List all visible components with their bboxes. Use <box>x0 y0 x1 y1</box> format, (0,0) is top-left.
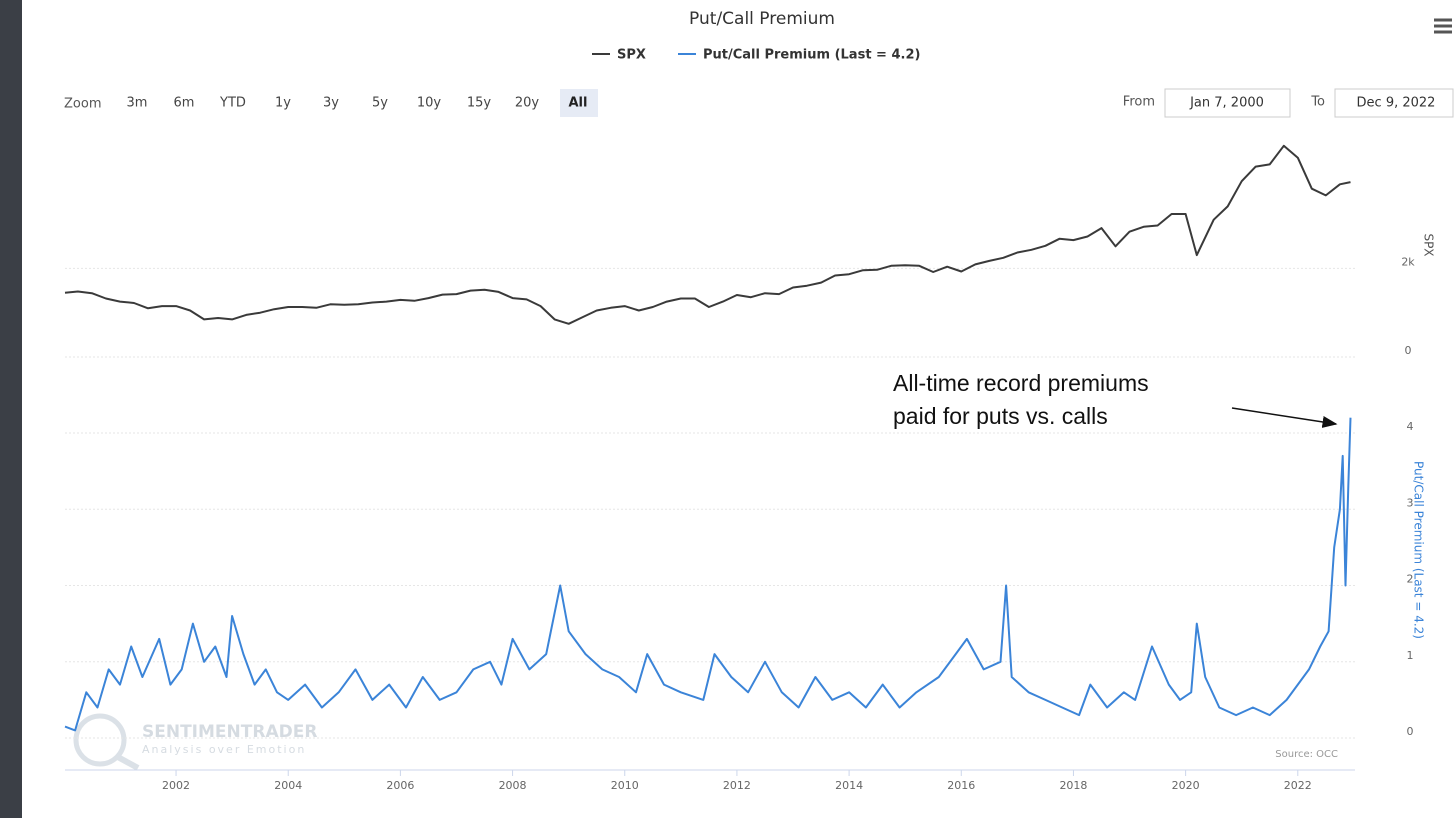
y-tick-label: 2k <box>1401 255 1415 268</box>
x-tick-label: 2004 <box>274 779 302 792</box>
y-tick-label: 1 <box>1407 649 1414 662</box>
to-label: To <box>1310 95 1325 110</box>
y-tick-label: 2 <box>1407 573 1414 586</box>
zoom-button[interactable]: 1y <box>275 96 291 111</box>
menu-icon[interactable] <box>1434 18 1452 34</box>
y-tick-label: 4 <box>1407 420 1414 433</box>
y-tick-label: 0 <box>1405 344 1412 357</box>
from-label: From <box>1123 95 1155 110</box>
zoom-button[interactable]: 15y <box>467 96 492 111</box>
watermark-tagline: Analysis over Emotion <box>142 743 306 756</box>
zoom-label: Zoom <box>64 97 101 112</box>
x-tick-label: 2002 <box>162 779 190 792</box>
zoom-button[interactable]: 3y <box>323 96 339 111</box>
zoom-active-bg <box>560 89 598 117</box>
annotation-line: paid for puts vs. calls <box>893 403 1108 429</box>
y-axis-title: Put/Call Premium (Last = 4.2) <box>1412 461 1426 639</box>
to-input[interactable] <box>1334 88 1454 118</box>
watermark-logo <box>114 753 140 771</box>
series-line <box>64 417 1352 732</box>
legend-label: Put/Call Premium (Last = 4.2) <box>703 48 920 63</box>
watermark: SENTIMENTRADER Analysis over Emotion <box>73 713 317 771</box>
zoom-button[interactable]: YTD <box>219 96 246 111</box>
source: Source: OCC <box>1275 749 1338 760</box>
watermark-logo <box>73 713 127 767</box>
window-edge <box>0 0 22 818</box>
x-tick-label: 2006 <box>386 779 414 792</box>
zoom-button[interactable]: All <box>569 96 588 111</box>
y-axis-title: SPX <box>1422 233 1436 256</box>
x-tick-label: 2014 <box>835 779 863 792</box>
legend-label: SPX <box>617 48 646 63</box>
x-tick-label: 2022 <box>1284 779 1312 792</box>
x-tick-label: 2012 <box>723 779 751 792</box>
watermark-name: SENTIMENTRADER <box>142 722 317 742</box>
x-tick-label: 2008 <box>499 779 527 792</box>
annotation-arrow <box>1231 407 1338 428</box>
y-tick-label: 3 <box>1407 496 1414 509</box>
x-tick-label: 2010 <box>611 779 639 792</box>
series-line <box>64 144 1351 325</box>
from-value: Jan 7, 2000 <box>1189 96 1264 111</box>
to-value: Dec 9, 2022 <box>1357 96 1436 111</box>
annotation-line: All-time record premiums <box>893 370 1149 396</box>
x-tick-label: 2020 <box>1172 779 1200 792</box>
chart-title: Put/Call Premium <box>689 9 835 29</box>
zoom-button[interactable]: 5y <box>372 96 388 111</box>
y-tick-label: 0 <box>1407 725 1414 738</box>
from-input[interactable] <box>1164 88 1291 118</box>
x-tick-label: 2018 <box>1059 779 1087 792</box>
zoom-button[interactable]: 20y <box>515 96 540 111</box>
zoom-button[interactable]: 6m <box>174 96 195 111</box>
x-tick-label: 2016 <box>947 779 975 792</box>
zoom-button[interactable]: 3m <box>127 96 148 111</box>
zoom-button[interactable]: 10y <box>417 96 442 111</box>
